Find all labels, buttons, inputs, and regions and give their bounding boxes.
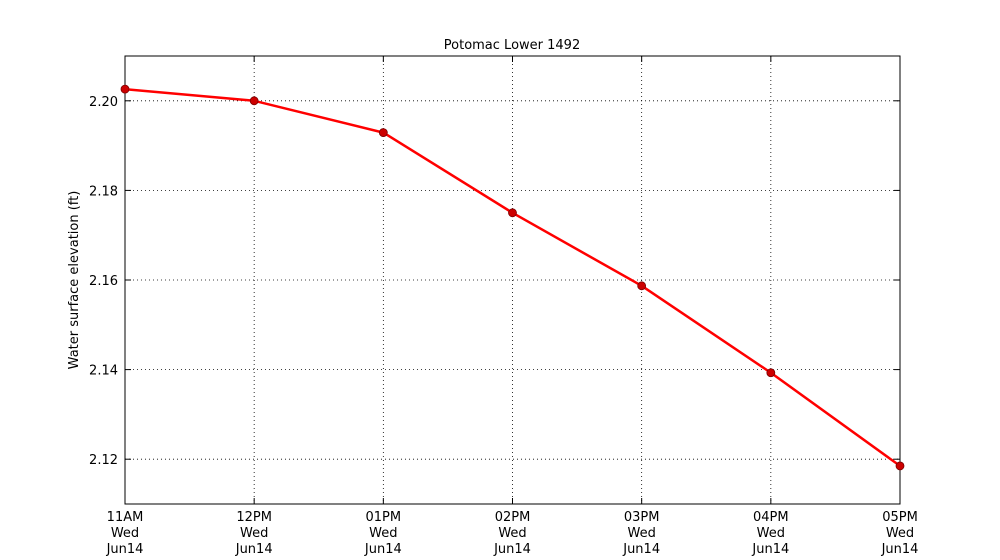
- x-tick-label: 05PM: [882, 510, 918, 525]
- x-tick-label: Wed: [369, 526, 397, 541]
- x-tick-label: Jun14: [881, 542, 919, 557]
- y-axis-label: Water surface elevation (ft): [67, 191, 82, 370]
- data-point: [766, 368, 776, 378]
- x-tick-label: Wed: [240, 526, 268, 541]
- x-tick-label: Wed: [757, 526, 785, 541]
- x-tick-label: 11AM: [107, 510, 144, 525]
- x-tick-label: Jun14: [235, 542, 273, 557]
- y-tick-label: 2.18: [89, 184, 118, 199]
- series-group: [120, 84, 905, 471]
- y-tick-label: 2.16: [89, 274, 118, 289]
- grid-lines: [124, 56, 901, 504]
- x-tick-label: 02PM: [495, 510, 531, 525]
- data-point: [508, 208, 517, 218]
- x-tick-label: Wed: [111, 526, 139, 541]
- data-point: [120, 84, 130, 94]
- data-point: [378, 128, 388, 138]
- x-tick-label: Jun14: [364, 542, 402, 557]
- x-tick-label: Jun14: [106, 542, 144, 557]
- y-tick-label: 2.14: [89, 364, 118, 379]
- x-tick-label: Wed: [886, 526, 914, 541]
- data-point: [637, 281, 647, 291]
- y-tick-label: 2.20: [89, 95, 118, 110]
- x-tick-label: Wed: [627, 526, 655, 541]
- chart-title: Potomac Lower 1492: [444, 38, 580, 53]
- series-line: [124, 87, 901, 467]
- x-tick-label: 04PM: [753, 510, 789, 525]
- data-point: [249, 96, 259, 106]
- x-tick-label: 12PM: [236, 510, 272, 525]
- x-tick-label: Jun14: [751, 542, 789, 557]
- y-tick-label: 2.12: [89, 453, 118, 468]
- x-axis: 11AMWedJun1412PMWedJun1401PMWedJun1402PM…: [106, 56, 919, 557]
- x-tick-label: Wed: [498, 526, 526, 541]
- y-axis: 2.12 2.14 2.16 2.18 2.20: [89, 95, 900, 468]
- x-tick-label: 01PM: [366, 510, 402, 525]
- x-tick-label: Jun14: [493, 542, 531, 557]
- data-point: [895, 461, 905, 471]
- x-tick-label: 03PM: [624, 510, 660, 525]
- x-tick-label: Jun14: [622, 542, 660, 557]
